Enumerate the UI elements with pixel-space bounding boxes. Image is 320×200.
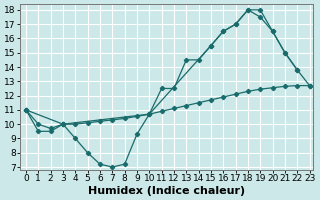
X-axis label: Humidex (Indice chaleur): Humidex (Indice chaleur) [88,186,245,196]
